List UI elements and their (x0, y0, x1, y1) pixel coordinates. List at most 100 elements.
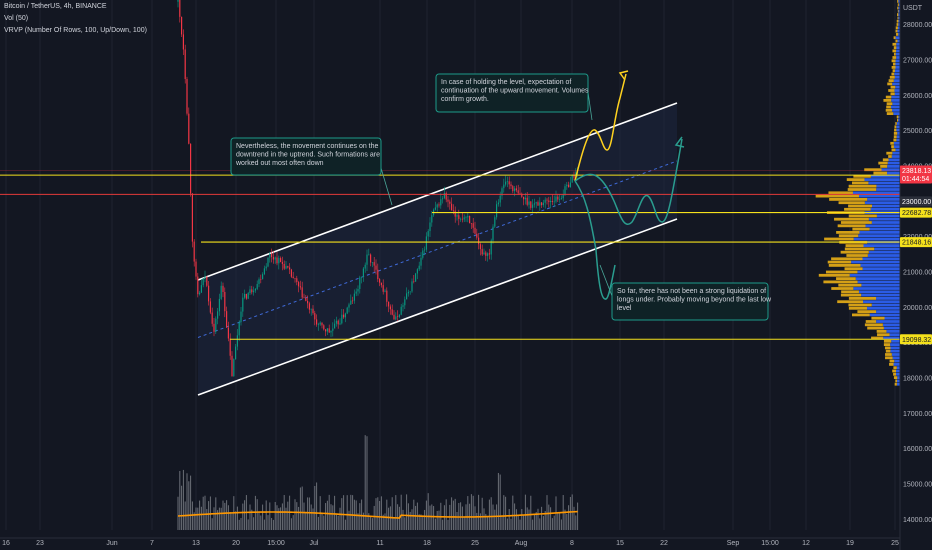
price-levels[interactable] (0, 170, 900, 340)
vp-row-up (886, 330, 900, 333)
candle-body (235, 346, 237, 360)
vp-row-down (893, 376, 898, 379)
path-up-projection[interactable] (574, 73, 627, 182)
candle-body (440, 199, 442, 206)
candle-body (550, 200, 552, 203)
vp-row-up (887, 171, 900, 175)
level-badge-bg[interactable] (900, 207, 932, 218)
level-badge-bg[interactable] (900, 334, 932, 345)
vp-row-down (895, 39, 898, 43)
volume-bar (337, 515, 339, 530)
candle-body (445, 192, 447, 200)
volume-bar (240, 517, 242, 530)
current-price-badge-bg[interactable] (900, 165, 932, 176)
candle-body (179, 0, 181, 17)
volume-bar (425, 500, 427, 530)
volume-bar (535, 512, 537, 530)
candle-body (177, 0, 179, 2)
volume-bar (323, 515, 325, 530)
volume-bar (317, 516, 319, 530)
level-badge-extra-bg[interactable] (900, 196, 932, 207)
vp-row-up (898, 6, 900, 10)
candle-body (272, 256, 274, 260)
volume-bar (303, 502, 305, 530)
vp-row-up (870, 174, 900, 178)
annotation-top-box[interactable] (435, 73, 589, 113)
annotations[interactable]: In case of holding the level, expectatio… (230, 73, 772, 321)
candle-body (366, 254, 368, 265)
vp-row-down (896, 19, 899, 23)
candle-body (316, 319, 318, 325)
volume-bar (220, 507, 222, 530)
level-badge-bg[interactable] (900, 237, 932, 248)
countdown-badge-bg[interactable] (900, 173, 932, 184)
volume-bar (364, 435, 366, 530)
volume-bar (251, 509, 253, 530)
volume-bar (335, 514, 337, 530)
volume-bar (501, 516, 503, 530)
candle-body (247, 293, 249, 299)
volume-bar (433, 506, 435, 530)
candle-body (289, 267, 291, 270)
path-down-projection[interactable] (574, 180, 616, 300)
x-tick-label: 15 (616, 540, 624, 547)
volume-bar (195, 507, 197, 530)
x-tick-label: 25 (891, 540, 899, 547)
volume-bar (559, 512, 561, 530)
candle-body (503, 184, 505, 189)
candle-body (202, 278, 204, 286)
candle-body (348, 304, 350, 308)
vp-row-up (895, 62, 900, 66)
vp-row-down (892, 49, 897, 53)
vp-row-down (885, 95, 892, 99)
annotation-bottom-box[interactable] (611, 282, 769, 321)
channel-lower-line[interactable] (197, 218, 678, 396)
candle-body (181, 16, 183, 35)
channel-midline[interactable] (197, 160, 678, 338)
candle-body (568, 184, 570, 188)
volume-bar (470, 494, 472, 530)
candle-body (539, 202, 541, 206)
volume-bar (451, 497, 453, 530)
annotation-top-line: confirm growth. (441, 96, 489, 103)
volume-bar (271, 517, 273, 530)
path-channel-projection[interactable] (574, 138, 683, 225)
volume-bar (528, 509, 530, 530)
candle-body (569, 182, 571, 188)
volume-bar (213, 507, 215, 530)
x-tick-label: 25 (471, 540, 479, 547)
vp-row-down (895, 379, 898, 383)
candle-body (447, 199, 449, 202)
volume-bar (247, 519, 249, 530)
candle-body (454, 210, 456, 217)
candle-body (431, 215, 433, 223)
candle-body (497, 202, 499, 205)
vp-row-up (896, 128, 900, 132)
annotation-mid-box[interactable] (230, 137, 382, 176)
volume-bar (182, 469, 184, 530)
vp-row-down (848, 184, 877, 188)
vp-row-down (844, 267, 863, 271)
candle-body (398, 314, 400, 317)
candle-body (245, 293, 247, 299)
projection-paths[interactable] (574, 70, 685, 300)
x-tick-label: Jul (310, 540, 319, 547)
volume-bar (217, 510, 219, 530)
candle-body (359, 277, 361, 289)
vp-row-down (897, 9, 899, 13)
vp-row-down (882, 158, 889, 162)
candle-body (353, 293, 355, 301)
vp-row-up (894, 69, 900, 73)
candle-body (299, 286, 301, 288)
vp-row-down (848, 297, 877, 300)
candle-body (530, 201, 532, 208)
candle-body (388, 301, 390, 307)
volume-bar (550, 507, 552, 530)
x-tick-label: 8 (570, 540, 574, 547)
vp-row-down (889, 363, 894, 366)
channel-fill (198, 103, 677, 395)
vp-row-down (889, 359, 895, 363)
volume-bar (316, 482, 318, 530)
vp-row-down (887, 82, 893, 86)
